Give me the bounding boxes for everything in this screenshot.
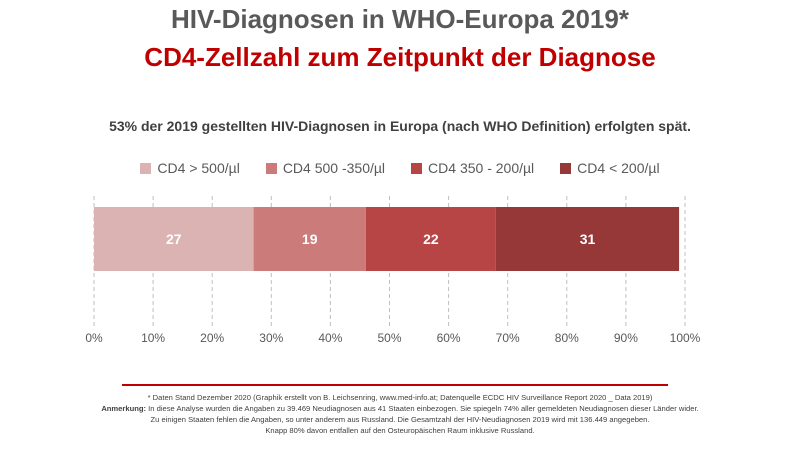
legend: CD4 > 500/µl CD4 500 -350/µl CD4 350 - 2… — [0, 160, 800, 176]
footnote-line: Zu einigen Staaten fehlen die Angaben, s… — [150, 415, 650, 424]
bar-segment — [495, 207, 680, 271]
x-tick-label: 30% — [259, 331, 283, 345]
x-tick-label: 70% — [496, 331, 520, 345]
data-label: 27 — [166, 231, 182, 247]
legend-item: CD4 < 200/µl — [560, 160, 660, 176]
stacked-bar-chart: 0% 10% 20% 30% 40% 50% 60% 70% 80% 90% 100% 27 19 22 3… — [85, 196, 701, 345]
x-tick-label: 60% — [437, 331, 461, 345]
x-tick-label: 10% — [141, 331, 165, 345]
summary-text: 53% der 2019 gestellten HIV-Diagnosen in… — [109, 118, 691, 134]
footnote-remark-label: Anmerkung: — [101, 404, 147, 413]
legend-label: CD4 < 200/µl — [577, 160, 660, 176]
legend-label: CD4 350 - 200/µl — [428, 160, 535, 176]
divider-line — [122, 384, 668, 386]
bar-segment — [365, 207, 496, 271]
legend-swatch — [265, 162, 277, 174]
footnotes: * Daten Stand Dezember 2020 (Graphik ers… — [0, 392, 800, 436]
x-tick-label: 20% — [200, 331, 224, 345]
legend-item: CD4 > 500/µl — [140, 160, 240, 176]
legend-swatch — [560, 162, 572, 174]
x-tick-label: 0% — [85, 331, 103, 345]
x-tick-label: 80% — [555, 331, 579, 345]
legend-label: CD4 > 500/µl — [157, 160, 240, 176]
legend-label: CD4 500 -350/µl — [282, 160, 386, 176]
x-tick-label: 100% — [670, 331, 701, 345]
chart-subtitle: CD4-Zellzahl zum Zeitpunkt der Diagnose — [144, 42, 656, 72]
footnote-line: Knapp 80% davon entfallen auf den Osteur… — [265, 426, 535, 435]
legend-item: CD4 500 -350/µl — [265, 160, 386, 176]
x-tick-label: 90% — [614, 331, 638, 345]
x-tick-label: 40% — [318, 331, 342, 345]
legend-item: CD4 350 - 200/µl — [411, 160, 534, 176]
x-tick-label: 50% — [377, 331, 401, 345]
legend-swatch — [411, 162, 423, 174]
data-label: 22 — [423, 231, 439, 247]
data-label: 19 — [302, 231, 318, 247]
footnote-remark-text: In diese Analyse wurden die Angaben zu 3… — [146, 404, 699, 413]
bar-segment — [253, 207, 366, 271]
data-label: 31 — [580, 231, 596, 247]
footnote-source: * Daten Stand Dezember 2020 (Graphik ers… — [147, 393, 653, 402]
footnote-remark: Anmerkung: In diese Analyse wurden die A… — [0, 403, 800, 414]
legend-swatch — [140, 162, 152, 174]
bar-segment — [94, 207, 254, 271]
chart-title: HIV-Diagnosen in WHO-Europa 2019* — [171, 4, 629, 34]
